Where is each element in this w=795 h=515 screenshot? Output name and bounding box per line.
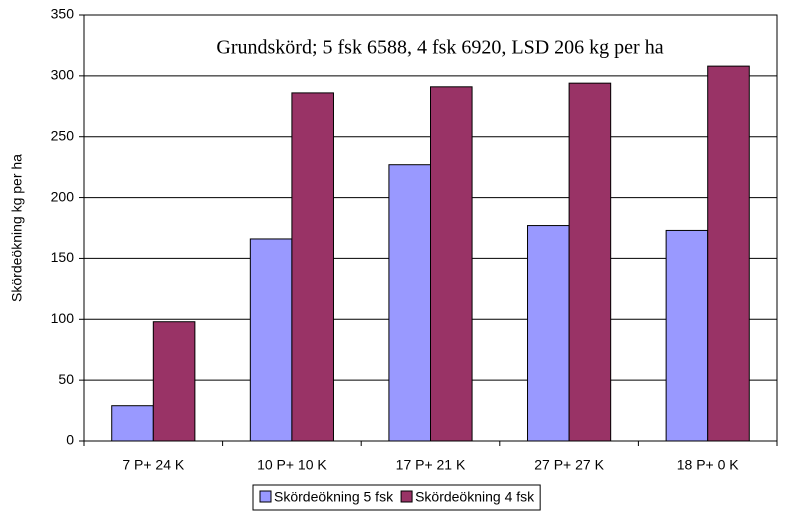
bar <box>388 164 432 442</box>
x-tick-label: 18 P+ 0 K <box>677 457 740 473</box>
annotation: Grundskörd; 5 fsk 6588, 4 fsk 6920, LSD … <box>216 37 663 59</box>
legend: Skördeökning 5 fsk Skördeökning 4 fsk <box>252 484 541 511</box>
bar <box>707 65 750 442</box>
x-tick-label: 17 P+ 21 K <box>396 457 466 473</box>
y-tick-label: 250 <box>51 127 75 143</box>
y-tick-label: 100 <box>51 310 75 326</box>
bar <box>249 238 293 442</box>
y-tick-label: 0 <box>66 432 74 448</box>
legend-swatch <box>259 490 272 503</box>
legend-swatch <box>400 490 413 503</box>
y-tick-label: 150 <box>51 249 75 265</box>
plot-border <box>83 14 778 442</box>
x-tick-label: 7 P+ 24 K <box>122 457 185 473</box>
legend-box <box>252 484 541 511</box>
y-tick-label: 300 <box>51 67 75 83</box>
bar <box>665 229 709 442</box>
bar <box>430 86 473 442</box>
bar <box>568 82 612 442</box>
y-tick-label: 50 <box>58 371 74 387</box>
bar <box>527 225 570 442</box>
bar <box>152 321 196 442</box>
bar <box>111 405 154 442</box>
y-tick-label: 200 <box>51 188 75 204</box>
y-tick-label: 350 <box>51 6 75 22</box>
bar <box>291 92 334 442</box>
x-tick-label: 10 P+ 10 K <box>257 457 327 473</box>
legend-label: Skördeökning 5 fsk <box>274 489 394 505</box>
x-tick-label: 27 P+ 27 K <box>534 457 604 473</box>
y-axis-label: Skördeökning kg per ha <box>9 154 25 302</box>
legend-label: Skördeökning 4 fsk <box>415 489 535 505</box>
